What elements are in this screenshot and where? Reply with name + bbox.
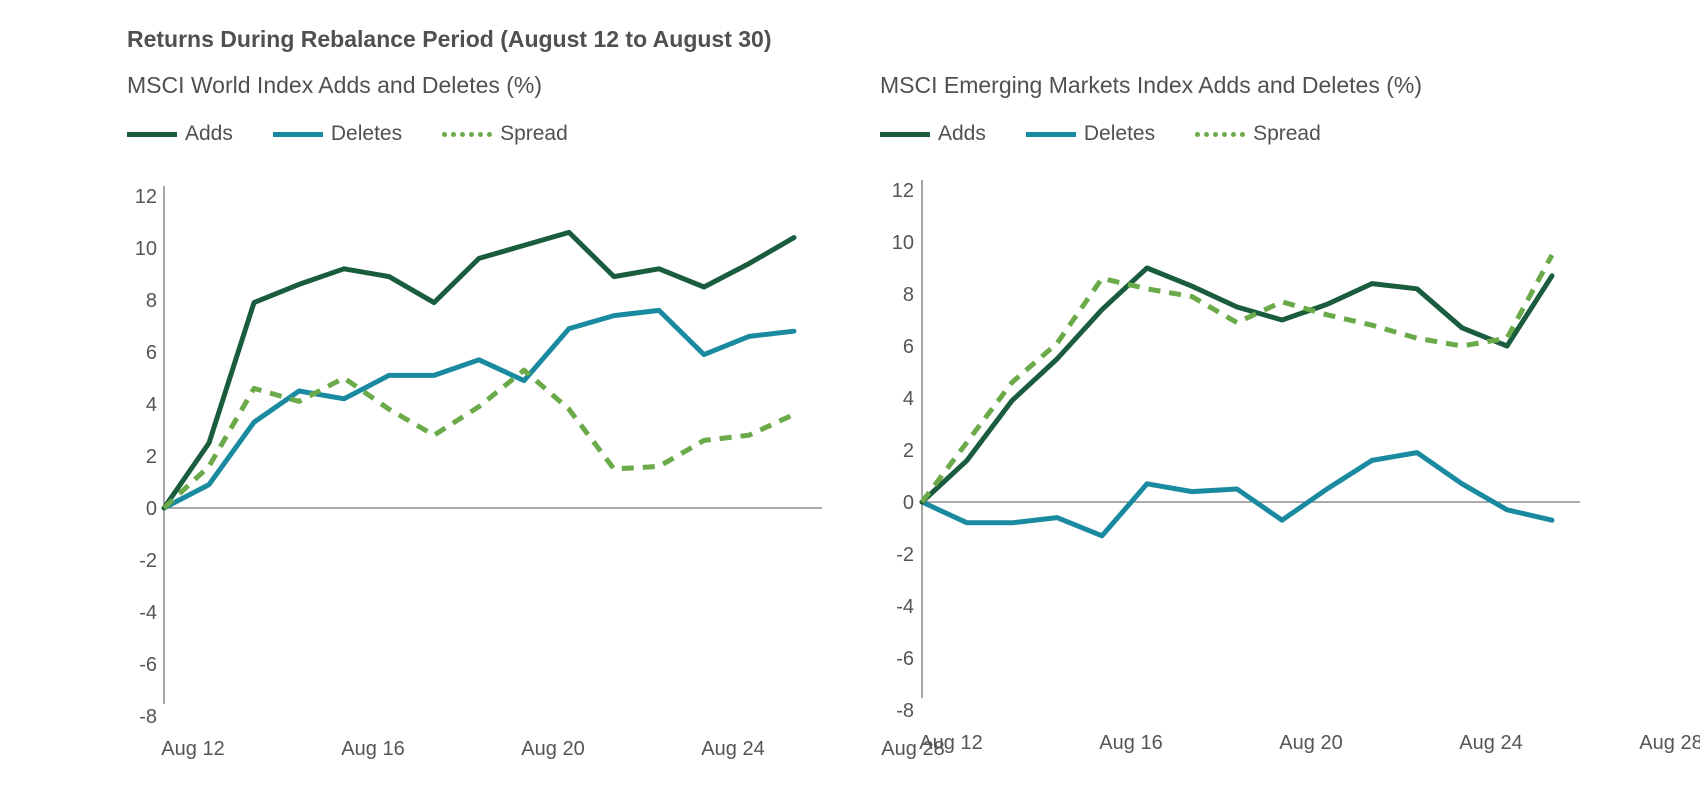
chart-2-x-tick-label: Aug 24 bbox=[1459, 732, 1522, 754]
legend-swatch-deletes bbox=[272, 131, 323, 137]
chart-1-x-tick-label: Aug 12 bbox=[161, 738, 224, 760]
legend-label-spread: Spread bbox=[500, 122, 568, 145]
chart-1-series-spread-line bbox=[162, 367, 796, 510]
chart-1-title: MSCI World Index Adds and Deletes (%) bbox=[127, 72, 543, 98]
chart-1-x-tick-label: Aug 16 bbox=[341, 738, 404, 760]
chart-2-y-tick-label: -4 bbox=[896, 596, 914, 618]
chart-1-x-tick-label: Aug 24 bbox=[701, 738, 764, 760]
legend-label-deletes: Deletes bbox=[1083, 122, 1156, 145]
chart-1-y-tick-label: 12 bbox=[135, 186, 157, 208]
chart-2-series-spread-line bbox=[920, 253, 1555, 504]
chart-2-y-tick-label: -6 bbox=[896, 648, 914, 670]
legend-label-adds: Adds bbox=[185, 122, 233, 145]
chart-1-series-deletes-line bbox=[161, 307, 797, 511]
legend-item-deletes: Deletes bbox=[1025, 122, 1156, 146]
chart-1-legend: Adds Deletes Spread bbox=[127, 122, 608, 146]
chart-2-y-tick-label: 4 bbox=[903, 388, 914, 410]
legend-swatch-deletes bbox=[1025, 131, 1076, 137]
chart-1-y-tick-label: -6 bbox=[139, 654, 157, 676]
chart-2-y-tick-label: 2 bbox=[903, 440, 914, 462]
chart-1-series-adds-line bbox=[161, 229, 797, 511]
chart-1-y-tick-label: -2 bbox=[139, 550, 157, 572]
chart-2-x-tick-label: Aug 28 bbox=[1639, 732, 1700, 754]
legend-swatch-spread bbox=[1195, 131, 1246, 137]
chart-2-y-tick-label: -8 bbox=[896, 700, 914, 722]
chart-2-y-tick-label: 12 bbox=[892, 180, 914, 202]
legend-item-spread: Spread bbox=[1195, 122, 1321, 146]
chart-1-x-tick-label: Aug 20 bbox=[521, 738, 584, 760]
legend-label-adds: Adds bbox=[938, 122, 986, 145]
legend-swatch-adds bbox=[127, 131, 177, 137]
chart-2-x-tick-label: Aug 20 bbox=[1279, 732, 1342, 754]
chart-1-y-tick-label: 8 bbox=[146, 290, 157, 312]
legend-swatch-adds bbox=[880, 131, 930, 137]
chart-1-x-tick-label: Aug 28 bbox=[881, 738, 944, 760]
legend-item-deletes: Deletes bbox=[272, 122, 403, 146]
legend-swatch-spread bbox=[442, 131, 493, 137]
legend-item-adds: Adds bbox=[880, 122, 986, 146]
chart-1-y-tick-label: -8 bbox=[139, 706, 157, 728]
chart-2-legend: Adds Deletes Spread bbox=[880, 122, 1361, 146]
chart-2-title: MSCI Emerging Markets Index Adds and Del… bbox=[880, 72, 1423, 98]
legend-item-adds: Adds bbox=[127, 122, 233, 146]
chart-1-y-tick-label: -4 bbox=[139, 602, 157, 624]
chart-1-y-tick-label: 0 bbox=[146, 498, 157, 520]
chart-2-y-tick-label: 0 bbox=[903, 492, 914, 514]
chart-2-y-tick-label: 10 bbox=[892, 232, 914, 254]
legend-item-spread: Spread bbox=[442, 122, 568, 146]
legend-label-deletes: Deletes bbox=[330, 122, 403, 145]
chart-2-y-tick-label: -2 bbox=[896, 544, 914, 566]
chart-2-y-tick-label: 8 bbox=[903, 284, 914, 306]
page-title: Returns During Rebalance Period (August … bbox=[127, 26, 772, 52]
chart-1-y-tick-label: 10 bbox=[135, 238, 157, 260]
chart-1-y-tick-label: 2 bbox=[146, 446, 157, 468]
chart-2-series-adds-line bbox=[919, 265, 1555, 505]
chart-1-y-tick-label: 6 bbox=[146, 342, 157, 364]
chart-2-series-deletes-line bbox=[919, 450, 1555, 539]
chart-2-x-tick-label: Aug 12 bbox=[919, 732, 982, 754]
chart-2-x-tick-label: Aug 16 bbox=[1099, 732, 1162, 754]
chart-1-y-tick-label: 4 bbox=[146, 394, 157, 416]
chart-2-y-tick-label: 6 bbox=[903, 336, 914, 358]
legend-label-spread: Spread bbox=[1253, 122, 1321, 145]
